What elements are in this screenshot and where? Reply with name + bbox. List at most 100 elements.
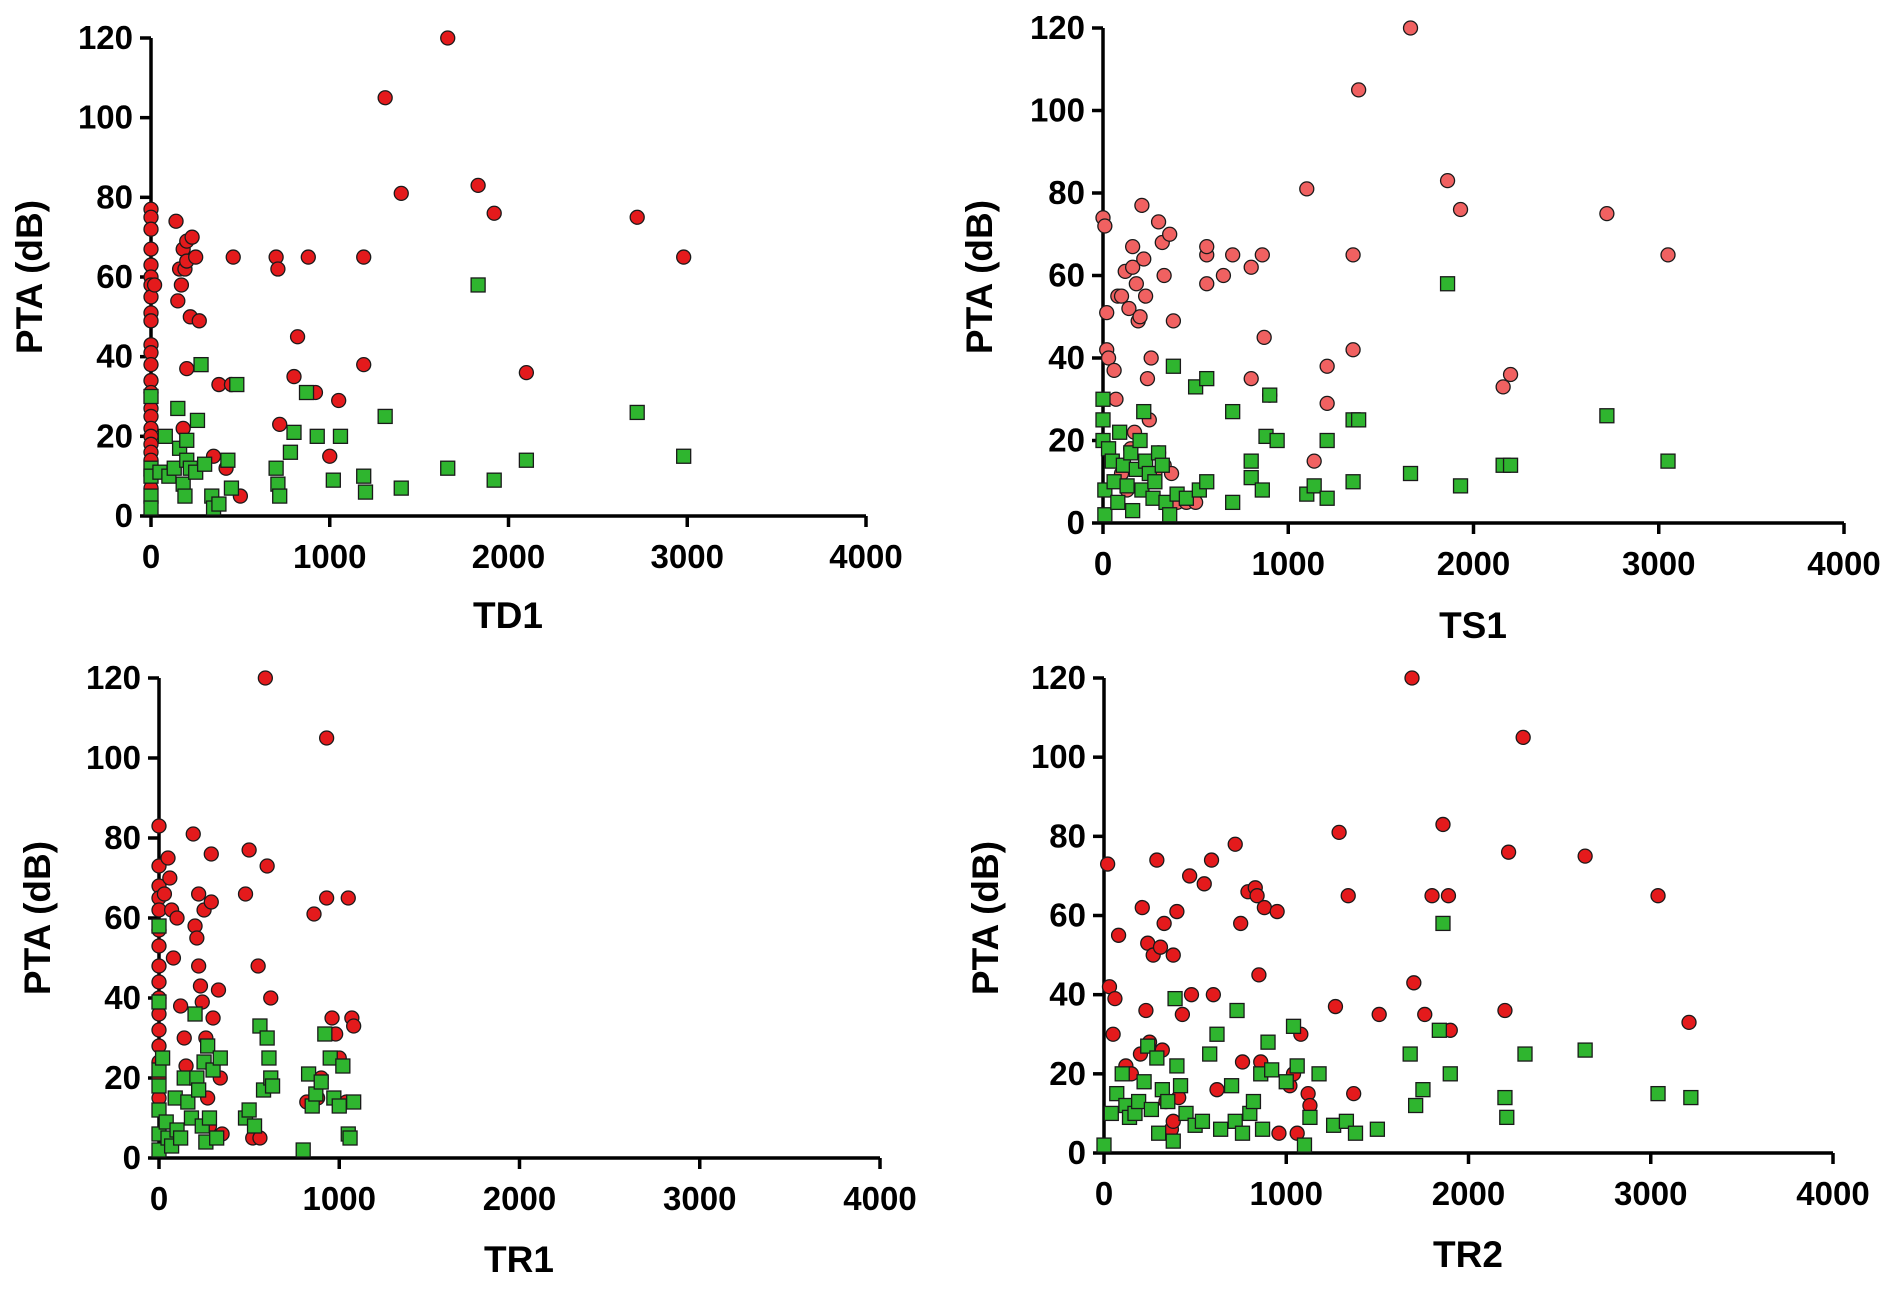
tr2-square-point (1577, 1042, 1593, 1058)
tr2-circle-point (1196, 876, 1212, 892)
tr2-circle-point (1169, 903, 1185, 920)
ts1-square-point (1350, 412, 1367, 428)
td1-square-point (470, 277, 486, 293)
tr1-square-point (187, 1006, 203, 1022)
td1-circle-point (188, 249, 204, 265)
ts1-square-point (1165, 358, 1182, 374)
ts1-square-point (1097, 507, 1113, 523)
ts1-circle-point (1136, 251, 1152, 267)
td1-square-point (166, 460, 182, 476)
ts1-y-tick-label: 40 (1048, 339, 1085, 376)
td1-circle-point (143, 241, 159, 257)
tr2-circle-point (1156, 915, 1172, 932)
tr2-square-point (1149, 1050, 1165, 1066)
ts1-circle-point (1243, 259, 1259, 275)
td1-circle-point (377, 90, 393, 106)
tr1-circle-point (189, 930, 205, 946)
ts1-square-point (1132, 432, 1148, 449)
td1-square-point (518, 452, 535, 468)
tr2-circle-point (1440, 888, 1457, 904)
tr1-circle-point (156, 886, 173, 902)
tr2-x-tick-label: 3000 (1614, 1175, 1687, 1212)
tr1-circle-point (169, 910, 185, 926)
tr2-square-point (1369, 1121, 1386, 1137)
tr1-circle-point (210, 982, 227, 998)
tr2-circle-point (1681, 1014, 1697, 1031)
ts1-circle-point (1439, 172, 1456, 189)
td1-circle-point (518, 364, 535, 381)
tr1-x-axis-title: TR1 (484, 1239, 554, 1280)
ts1-square-point (1154, 457, 1170, 473)
tr1-y-tick-label: 20 (104, 1059, 141, 1096)
td1-square-point (193, 356, 209, 373)
ts1-circle-point (1243, 370, 1259, 387)
tr2-square-point (1278, 1074, 1294, 1090)
ts1-circle-point (1150, 214, 1167, 230)
ts1-square-point (1112, 424, 1128, 440)
td1-square-point (229, 376, 245, 393)
ts1-circle-point (1215, 267, 1232, 284)
td1-square-point (220, 452, 236, 468)
tr1-square-point (246, 1118, 263, 1134)
td1-circle-point (300, 249, 316, 265)
td1-y-tick-label: 120 (78, 19, 133, 56)
tr1-y-tick-label: 40 (104, 979, 141, 1016)
tr2-square-point (1338, 1113, 1355, 1129)
tr1-circle-point (250, 958, 266, 974)
tr1-circle-point (241, 842, 257, 858)
tr2-circle-point (1134, 899, 1150, 916)
tr2-square-point (1114, 1066, 1130, 1082)
ts1-circle-point (1199, 276, 1215, 292)
ts1-square-point (1254, 482, 1270, 498)
tr2-circle-point (1183, 987, 1200, 1003)
ts1-circle-point (1350, 82, 1367, 98)
tr2-circle-point (1251, 967, 1267, 983)
tr2-y-axis-title: PTA (dB) (965, 841, 1006, 995)
ts1-circle-point (1099, 304, 1115, 321)
tr2-circle-point (1406, 975, 1422, 991)
tr2-y-tick-label: 120 (1031, 659, 1086, 696)
tr2-square-point (1194, 1113, 1211, 1129)
ts1-circle-point (1137, 288, 1154, 304)
td1-circle-point (270, 261, 286, 277)
tr1-square-point (172, 1130, 189, 1146)
td1-circle-point (356, 356, 372, 373)
tr1-square-point (212, 1050, 228, 1066)
tr2-square-point (1178, 1105, 1194, 1122)
tr2-circle-point (1256, 899, 1273, 916)
td1-square-point (196, 456, 213, 472)
ts1-y-axis-title: PTA (dB) (959, 200, 1000, 354)
td1-square-point (177, 488, 193, 504)
tr1-square-point (180, 1094, 196, 1110)
tr2-x-tick-label: 2000 (1432, 1175, 1505, 1212)
tr1-circle-point (151, 902, 167, 918)
tr1-circle-point (205, 1010, 221, 1026)
tr1-circle-point (160, 850, 176, 866)
tr2-square-point (1169, 1058, 1185, 1074)
tr1-square-point (331, 1098, 347, 1114)
td1-square-point (629, 404, 645, 421)
tr2-square-point (1234, 1125, 1251, 1141)
ts1-square-point (1306, 478, 1322, 494)
tr2-circle-point (1417, 1006, 1433, 1023)
tr1-square-point (342, 1130, 358, 1146)
td1-circle-point (356, 249, 372, 265)
tr1-circle-point (318, 890, 335, 906)
ts1-square-point (1439, 276, 1456, 292)
tr1-circle-point (237, 886, 254, 902)
tr2-square-point (1499, 1109, 1515, 1126)
tr2-square-point (1517, 1046, 1533, 1062)
tr2-square-point (1103, 1105, 1119, 1122)
ts1-square-point (1199, 474, 1215, 490)
ts1-square-point (1110, 494, 1126, 511)
tr2-circle-point (1205, 987, 1221, 1003)
td1-y-tick-label: 60 (96, 258, 133, 295)
tr1-square-point (261, 1050, 277, 1066)
tr2-circle-point (1577, 848, 1593, 864)
tr2-square-point (1311, 1066, 1327, 1082)
tr1-square-point (151, 994, 167, 1010)
ts1-circle-point (1199, 238, 1215, 255)
td1-square-point (179, 432, 195, 448)
td1-y-tick-label: 40 (96, 338, 133, 375)
tr2-square-point (1245, 1093, 1262, 1110)
